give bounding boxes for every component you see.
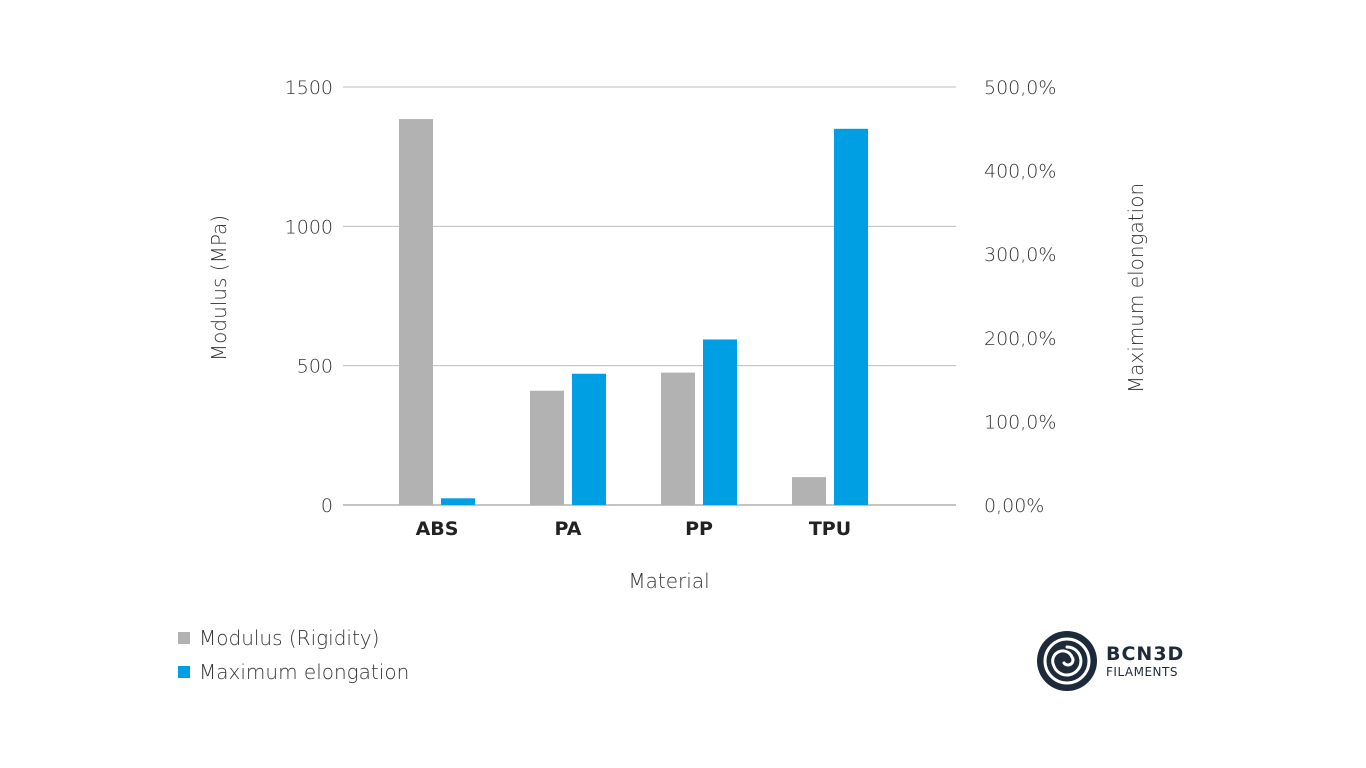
bar-tpu-elongation <box>834 128 868 506</box>
right-tick-label: 100,0% <box>984 411 1056 433</box>
y2-axis-title: Maximum elongation <box>1124 183 1148 393</box>
bar-chart: 0 500 1000 1500 0,00% 100,0% 200,0% 300,0% 400,… <box>207 77 1148 593</box>
bar-pp-modulus <box>661 372 695 505</box>
category-label-abs: ABS <box>416 518 459 540</box>
y-axis-title: Modulus (MPa) <box>207 215 231 361</box>
bar-pp-elongation <box>703 339 737 505</box>
left-tick-label: 0 <box>321 495 333 517</box>
bars <box>399 119 868 506</box>
bcn3d-logo: BCN3D FILAMENTS <box>1036 630 1184 692</box>
category-labels: ABS PA PP TPU <box>416 518 852 540</box>
right-axis-ticks: 0,00% 100,0% 200,0% 300,0% 400,0% 500,0% <box>984 77 1056 517</box>
left-tick-label: 1000 <box>285 216 333 238</box>
left-tick-label: 500 <box>297 356 333 378</box>
logo-sub: FILAMENTS <box>1106 664 1178 679</box>
bar-pa-elongation <box>572 373 606 505</box>
legend-item-elongation: Maximum elongation <box>178 655 409 689</box>
legend: Modulus (Rigidity) Maximum elongation <box>178 621 409 689</box>
category-label-pa: PA <box>555 518 582 540</box>
legend-label-elongation: Maximum elongation <box>199 660 410 684</box>
logo-name: BCN3D <box>1106 642 1185 665</box>
right-tick-label: 400,0% <box>984 161 1056 183</box>
bar-pa-modulus <box>530 390 564 505</box>
right-tick-label: 0,00% <box>984 495 1044 517</box>
bar-tpu-modulus <box>792 477 826 505</box>
category-label-pp: PP <box>685 518 713 540</box>
category-label-tpu: TPU <box>809 518 851 540</box>
right-tick-label: 500,0% <box>984 77 1056 99</box>
left-axis-ticks: 0 500 1000 1500 <box>285 77 333 517</box>
legend-swatch-elongation <box>178 666 190 678</box>
legend-swatch-modulus <box>178 632 190 644</box>
legend-label-modulus: Modulus (Rigidity) <box>199 626 380 650</box>
bar-abs-elongation <box>441 498 475 505</box>
left-tick-label: 1500 <box>285 77 333 99</box>
x-axis-title: Material <box>628 569 709 593</box>
spiral-logo-icon <box>1037 631 1097 691</box>
right-tick-label: 200,0% <box>984 328 1056 350</box>
bar-abs-modulus <box>399 119 433 506</box>
legend-item-modulus: Modulus (Rigidity) <box>178 621 409 655</box>
right-tick-label: 300,0% <box>984 244 1056 266</box>
